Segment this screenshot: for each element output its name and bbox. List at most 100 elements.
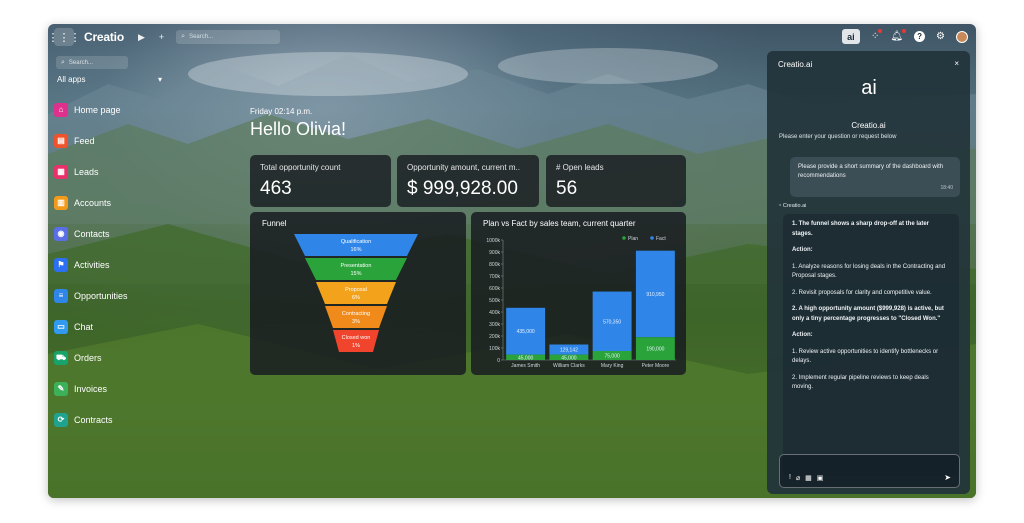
- kpi-total-opportunity-count[interactable]: Total opportunity count 463: [250, 155, 391, 207]
- reply-action-2-item-2: 2. Implement regular pipeline reviews to…: [792, 374, 929, 391]
- bar-plan[interactable]: [506, 354, 546, 360]
- sidebar-item-orders[interactable]: ⛟ Orders: [48, 342, 218, 373]
- bar-fact[interactable]: [592, 291, 632, 351]
- table-icon[interactable]: ▦: [805, 475, 812, 482]
- ai-logo-icon: ai: [861, 77, 877, 99]
- funnel-stage-presentation[interactable]: [305, 258, 407, 280]
- assistant-tag: ◔ Creatio.ai: [778, 203, 806, 209]
- bar-plan[interactable]: [549, 354, 589, 360]
- feed-icon: ▤: [54, 133, 68, 148]
- apps-badge: [878, 29, 883, 33]
- sidebar: ⌕ Search... All apps ▾ ⌂ Home page ▤ Feed ▦ L…: [48, 50, 218, 498]
- y-tick-label: 0: [497, 358, 500, 364]
- funnel-stage-proposal[interactable]: [316, 282, 396, 304]
- sidebar-item-leads[interactable]: ▦ Leads: [48, 156, 218, 187]
- funnel-stage-closed-won[interactable]: [333, 330, 379, 352]
- sidebar-item-accounts[interactable]: ▥ Accounts: [48, 187, 218, 218]
- apps-icon[interactable]: ⁘: [871, 29, 883, 42]
- kpi-value: $ 999,928.00: [407, 178, 518, 199]
- user-message: Please provide a short summary of the da…: [790, 157, 960, 197]
- exclamation-icon[interactable]: !: [789, 474, 791, 481]
- bar-fact[interactable]: [549, 344, 589, 355]
- reply-point-2: 2. A high opportunity amount ($999,928) …: [792, 306, 944, 322]
- contacts-icon: ◉: [54, 226, 68, 241]
- legend-label-plan: Plan: [628, 236, 638, 242]
- sidebar-item-label: Chat: [74, 321, 94, 332]
- y-tick-label: 700k: [489, 274, 500, 280]
- bar-plan-label: 45,000: [561, 355, 577, 361]
- app-grid-icon[interactable]: ⋮⋮⋮: [48, 28, 81, 46]
- sidebar-item-home-page[interactable]: ⌂ Home page: [48, 94, 218, 125]
- y-tick-label: 600k: [489, 286, 500, 292]
- y-tick-label: 900k: [489, 250, 500, 256]
- user-message-time: 18:40: [940, 185, 953, 191]
- x-tick-label: William Clarks: [553, 363, 585, 369]
- bar-plan[interactable]: [592, 351, 632, 360]
- y-tick-label: 200k: [489, 334, 500, 340]
- sidebar-item-contacts[interactable]: ◉ Contacts: [48, 218, 218, 249]
- assistant-tag-label: Creatio.ai: [782, 203, 807, 209]
- kpi-label: Total opportunity count: [260, 163, 341, 172]
- close-icon[interactable]: ×: [954, 59, 959, 68]
- bar-fact[interactable]: [506, 307, 546, 355]
- sidebar-search-input[interactable]: ⌕ Search...: [56, 56, 128, 69]
- chat-icon: ▭: [54, 319, 68, 334]
- search-icon: ⌕: [61, 58, 65, 66]
- bar-fact[interactable]: [635, 250, 675, 338]
- attach-icon[interactable]: ⌀: [795, 475, 801, 482]
- y-tick-label: 300k: [489, 322, 500, 328]
- assistant-message: 1. The funnel shows a sharp drop-off at …: [783, 214, 959, 476]
- gear-icon[interactable]: ⚙: [936, 31, 945, 42]
- image-icon[interactable]: ▣: [816, 475, 824, 482]
- plan-vs-fact-chart: Plan Fact 1000k 900k 800k 700k 600k 500k 400k 300…: [486, 236, 676, 369]
- sidebar-search-placeholder: Search...: [68, 59, 93, 66]
- sidebar-item-opportunities[interactable]: ≡ Opportunities: [48, 280, 218, 311]
- sidebar-item-invoices[interactable]: ✎ Invoices: [48, 373, 218, 404]
- ai-name: Creatio.ai: [851, 121, 886, 130]
- funnel-stage-name: Proposal: [345, 287, 367, 293]
- all-apps-label: All apps: [57, 75, 86, 84]
- top-right-actions: ai ⁘ 🔔︎ ? ⚙: [841, 29, 968, 44]
- plan-vs-fact-panel[interactable]: Plan vs Fact by sales team, current quar…: [471, 212, 686, 375]
- sidebar-nav: ⌂ Home page ▤ Feed ▦ Leads ▥ Accounts ◉ Contacts ⚑…: [48, 94, 218, 435]
- reply-action-1-label: Action:: [792, 247, 813, 253]
- avatar[interactable]: [956, 30, 968, 43]
- funnel-stage-name: Contracting: [342, 311, 370, 317]
- send-icon[interactable]: ➤: [944, 473, 951, 482]
- activities-icon: ⚑: [54, 257, 68, 272]
- sidebar-item-activities[interactable]: ⚑ Activities: [48, 249, 218, 280]
- sidebar-item-label: Contacts: [74, 228, 110, 239]
- sidebar-item-label: Feed: [74, 135, 95, 146]
- kpi-opportunity-amount[interactable]: Opportunity amount, current m.. $ 999,92…: [397, 155, 539, 207]
- ai-assistant-panel: Creatio.ai × ai Creatio.ai Please enter …: [767, 51, 970, 494]
- y-tick-label: 100k: [489, 346, 500, 352]
- funnel-stage-contracting[interactable]: [325, 306, 387, 328]
- reply-action-1-item-1: 1. Analyze reasons for losing deals in t…: [792, 263, 946, 280]
- bar-fact-label: 435,000: [517, 329, 535, 335]
- play-icon[interactable]: ▶: [137, 31, 145, 42]
- funnel-stage-qualification[interactable]: [294, 234, 418, 256]
- sidebar-item-feed[interactable]: ▤ Feed: [48, 125, 218, 156]
- ai-small-icon: ◔: [778, 203, 782, 209]
- x-tick-label: Mary King: [601, 363, 624, 369]
- funnel-panel[interactable]: Funnel Qualification 16% Presentation 15% Pr…: [250, 212, 466, 375]
- global-search-input[interactable]: ⌕ Search...: [176, 30, 281, 44]
- funnel-stage-pct: 15%: [350, 271, 361, 277]
- bell-icon[interactable]: 🔔︎: [890, 29, 907, 42]
- reply-action-1-item-2: 2. Revisit proposals for clarity and com…: [792, 289, 932, 296]
- y-tick-label: 500k: [489, 298, 500, 304]
- all-apps-dropdown[interactable]: All apps ▾: [57, 75, 162, 84]
- help-icon[interactable]: ?: [914, 31, 926, 42]
- sidebar-item-label: Home page: [74, 104, 121, 115]
- ai-button[interactable]: ai: [841, 29, 860, 44]
- bar-plan[interactable]: [635, 337, 675, 360]
- add-icon[interactable]: +: [158, 32, 165, 42]
- ai-prompt-input[interactable]: ! ⌀ ▦ ▣ ➤: [779, 454, 960, 488]
- ai-input-tools: ! ⌀ ▦ ▣: [789, 474, 823, 482]
- sidebar-item-chat[interactable]: ▭ Chat: [48, 311, 218, 342]
- kpi-value: 56: [556, 178, 578, 199]
- sidebar-item-contracts[interactable]: ⟳ Contracts: [48, 404, 218, 435]
- reply-action-2-item-1: 1. Review active opportunities to identi…: [792, 348, 939, 365]
- sidebar-item-label: Opportunities: [74, 290, 128, 301]
- kpi-open-leads[interactable]: # Open leads 56: [546, 155, 686, 207]
